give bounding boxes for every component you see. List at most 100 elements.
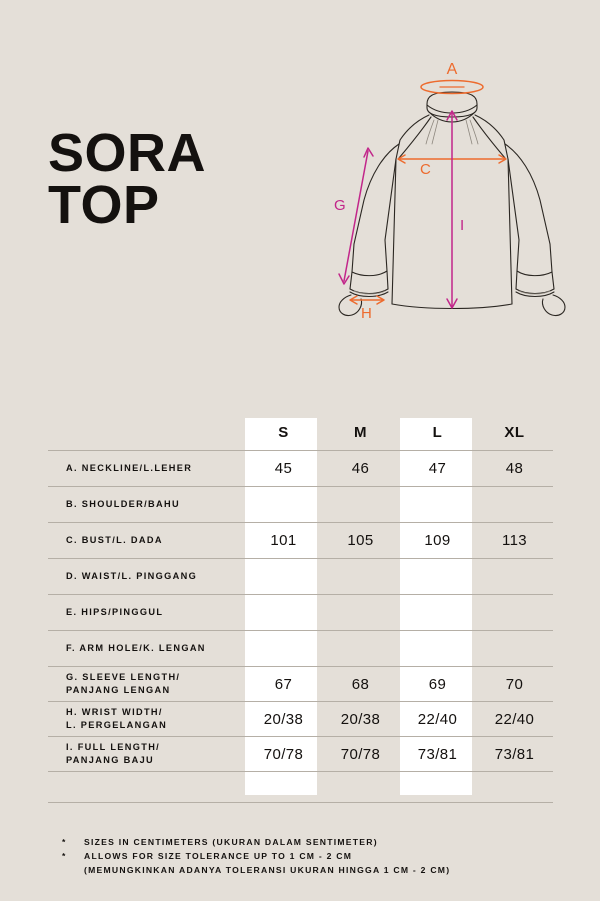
marker-i-full-length <box>446 110 458 309</box>
left-cuff <box>338 270 389 317</box>
table-row: D. WAIST/L. PINGGANG <box>48 558 553 595</box>
garment-illustration: A C G H I <box>330 58 575 323</box>
cell-shoulder-xl <box>476 486 553 523</box>
cell-wrist-width-s: 20/38 <box>245 701 322 737</box>
size-header-s: S <box>278 423 289 441</box>
cell-wrist-width-xl: 22/40 <box>476 701 553 737</box>
bullet-star-icon: * <box>62 837 67 847</box>
cell-bust-l: 109 <box>399 522 476 559</box>
row-label-sleeve-length: G. SLEEVE LENGTH/ PANJANG LENGAN <box>48 666 245 702</box>
body-outline <box>391 114 513 310</box>
table-row: C. BUST/L. DADA 101 105 109 113 <box>48 522 553 559</box>
cell-sleeve-length-m: 68 <box>322 666 399 702</box>
raglan-seams <box>398 116 506 159</box>
cell-waist-m <box>322 558 399 595</box>
cell-bust-s: 101 <box>245 522 322 559</box>
bullet-star-icon: * <box>62 850 67 861</box>
page-title: SORA TOP <box>48 123 207 235</box>
measurements-grid: S M L XL A. NECKLINE/L.LEHER 45 46 47 48… <box>48 418 553 803</box>
right-cuff <box>515 270 566 317</box>
cell-armhole-s <box>245 630 322 667</box>
size-header-xl: XL <box>504 423 525 441</box>
left-cuff-stitching <box>353 290 386 295</box>
right-cuff-stitching <box>518 290 551 295</box>
row-label-wrist-width-line2: L. PERGELANGAN <box>66 720 168 730</box>
cell-armhole-xl <box>476 630 553 667</box>
cell-waist-s <box>245 558 322 595</box>
cell-shoulder-l <box>399 486 476 523</box>
marker-a-neckline <box>420 79 484 95</box>
cell-sleeve-length-s: 67 <box>245 666 322 702</box>
cell-hips-s <box>245 594 322 631</box>
cell-shoulder-m <box>322 486 399 523</box>
table-row: F. ARM HOLE/K. LENGAN <box>48 630 553 667</box>
cell-waist-l <box>399 558 476 595</box>
product-name-line-1: SORA <box>48 123 207 183</box>
row-label-shoulder: B. SHOULDER/BAHU <box>48 486 245 523</box>
row-label-full-length-line1: I. FULL LENGTH/ <box>66 741 161 752</box>
marker-h-label: H <box>361 305 372 322</box>
marker-a-label: A <box>447 61 458 78</box>
size-header-m: M <box>354 423 367 441</box>
marker-g-sleeve-length <box>338 147 374 285</box>
size-chart-table: S M L XL A. NECKLINE/L.LEHER 45 46 47 48… <box>48 418 553 803</box>
left-sleeve-outline <box>351 143 400 277</box>
table-header-row: S M L XL <box>48 418 553 451</box>
row-label-hips: E. HIPS/PINGGUL <box>48 594 245 631</box>
row-label-wrist-width: H. WRIST WIDTH/ L. PERGELANGAN <box>48 701 245 737</box>
cell-hips-m <box>322 594 399 631</box>
footnotes: * SIZES IN CENTIMETERS (UKURAN DALAM SEN… <box>62 836 450 878</box>
cell-waist-xl <box>476 558 553 595</box>
row-label-full-length-line2: PANJANG BAJU <box>66 755 155 765</box>
cell-neckline-l: 47 <box>399 450 476 487</box>
right-sleeve-outline <box>504 143 553 277</box>
row-label-wrist-width-line1: H. WRIST WIDTH/ <box>66 706 163 717</box>
table-row: E. HIPS/PINGGUL <box>48 594 553 631</box>
row-label-armhole: F. ARM HOLE/K. LENGAN <box>48 630 245 667</box>
cell-sleeve-length-l: 69 <box>399 666 476 702</box>
cell-bust-xl: 113 <box>476 522 553 559</box>
footnote-2-text: ALLOWS FOR SIZE TOLERANCE UP TO 1 CM - 2… <box>84 850 353 861</box>
cell-full-length-m: 70/78 <box>322 736 399 772</box>
cell-wrist-width-m: 20/38 <box>322 701 399 737</box>
cell-armhole-m <box>322 630 399 667</box>
table-row: A. NECKLINE/L.LEHER 45 46 47 48 <box>48 450 553 487</box>
table-row-spacer <box>48 771 553 803</box>
row-label-sleeve-length-line2: PANJANG LENGAN <box>66 685 171 695</box>
cell-shoulder-s <box>245 486 322 523</box>
marker-h-wrist-width <box>349 295 385 305</box>
cell-wrist-width-l: 22/40 <box>399 701 476 737</box>
footnote-1-text: SIZES IN CENTIMETERS (UKURAN DALAM SENTI… <box>84 837 378 847</box>
size-header-l: L <box>432 423 443 441</box>
table-row: I. FULL LENGTH/ PANJANG BAJU 70/78 70/78… <box>48 736 553 772</box>
row-label-neckline: A. NECKLINE/L.LEHER <box>48 450 245 487</box>
marker-c-label: C <box>420 161 431 178</box>
footnote-2-translation: (MEMUNGKINKAN ADANYA TOLERANSI UKURAN HI… <box>84 864 451 875</box>
shoulder-gathers <box>425 119 479 145</box>
product-name-line-2: TOP <box>48 174 160 235</box>
cell-hips-xl <box>476 594 553 631</box>
table-row: B. SHOULDER/BAHU <box>48 486 553 523</box>
cell-full-length-l: 73/81 <box>399 736 476 772</box>
cell-hips-l <box>399 594 476 631</box>
row-label-waist: D. WAIST/L. PINGGANG <box>48 558 245 595</box>
cell-sleeve-length-xl: 70 <box>476 666 553 702</box>
header-spacer <box>48 418 245 451</box>
marker-i-label: I <box>460 217 464 234</box>
cell-bust-m: 105 <box>322 522 399 559</box>
row-label-sleeve-length-line1: G. SLEEVE LENGTH/ <box>66 671 181 682</box>
cell-neckline-xl: 48 <box>476 450 553 487</box>
table-row: G. SLEEVE LENGTH/ PANJANG LENGAN 67 68 6… <box>48 666 553 702</box>
row-label-bust: C. BUST/L. DADA <box>48 522 245 559</box>
row-label-full-length: I. FULL LENGTH/ PANJANG BAJU <box>48 736 245 772</box>
cell-full-length-s: 70/78 <box>245 736 322 772</box>
marker-g-label: G <box>334 197 346 214</box>
cell-neckline-m: 46 <box>322 450 399 487</box>
cell-armhole-l <box>399 630 476 667</box>
cell-full-length-xl: 73/81 <box>476 736 553 772</box>
table-bottom-rule <box>48 802 553 803</box>
footnote-2: * ALLOWS FOR SIZE TOLERANCE UP TO 1 CM -… <box>62 850 450 864</box>
footnote-1: * SIZES IN CENTIMETERS (UKURAN DALAM SEN… <box>62 836 450 850</box>
table-row: H. WRIST WIDTH/ L. PERGELANGAN 20/38 20/… <box>48 701 553 737</box>
cell-neckline-s: 45 <box>245 450 322 487</box>
